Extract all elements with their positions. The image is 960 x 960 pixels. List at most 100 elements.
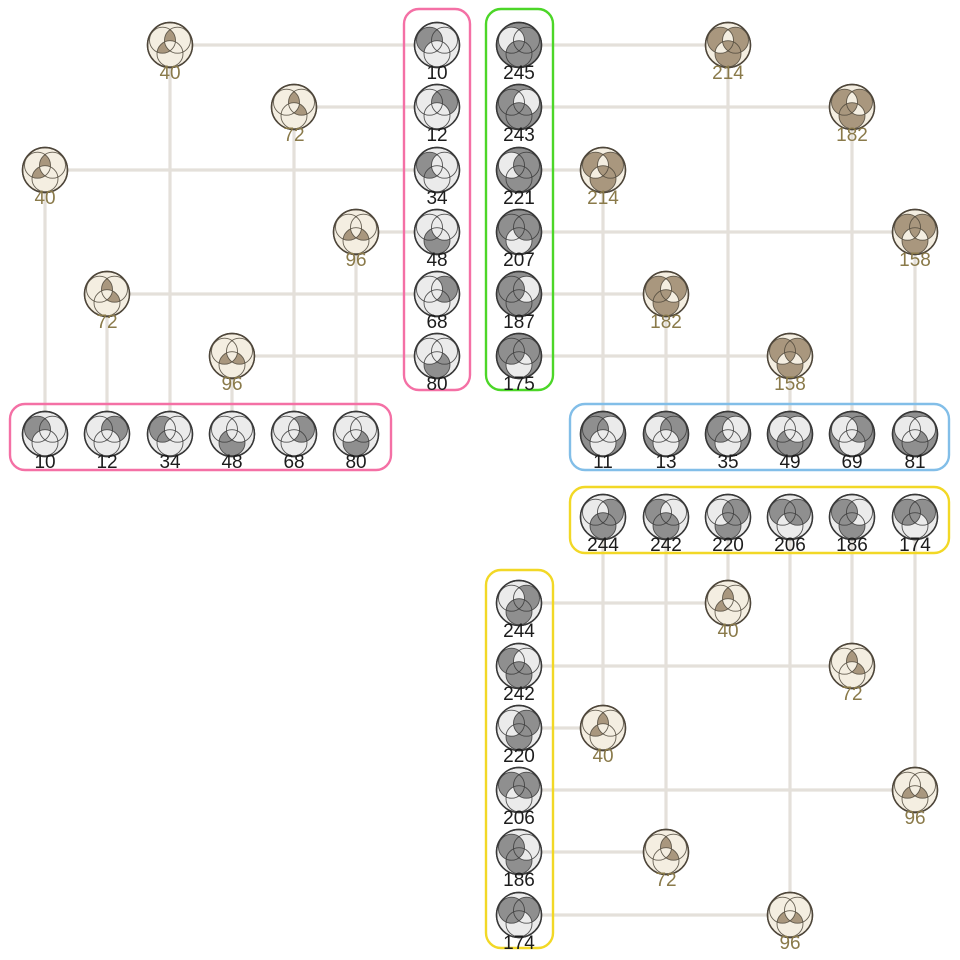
venn-region-ac [424, 40, 443, 54]
venn-region-ac [506, 723, 525, 737]
venn-region-bc [164, 40, 183, 54]
venn-node-48: 48 [413, 208, 461, 271]
venn-region-ac [157, 429, 176, 443]
venn-region-ac [777, 351, 796, 365]
venn-node-81: 81 [891, 410, 939, 473]
node-label: 242 [503, 684, 535, 705]
venn-node-174: 174 [495, 891, 543, 954]
venn-region-bc [513, 723, 532, 737]
node-label: 72 [841, 684, 862, 705]
node-label: 40 [159, 63, 180, 84]
venn-region-bc [513, 785, 532, 799]
pink-vertical-box [402, 7, 472, 392]
venn-region-ac [32, 429, 51, 443]
venn-region-ac [777, 429, 796, 443]
venn-node-187: 187 [495, 270, 543, 333]
venn-node-72: 72 [642, 828, 690, 891]
venn-region-bc [846, 102, 865, 116]
venn-region-ac [424, 351, 443, 365]
node-label: 221 [503, 188, 535, 209]
venn-region-bc [431, 351, 450, 365]
venn-region-ac [839, 429, 858, 443]
venn-node-12: 12 [413, 83, 461, 146]
node-label: 206 [503, 808, 535, 829]
venn-region-ac [653, 429, 672, 443]
venn-region-bc [784, 512, 803, 526]
venn-node-186: 186 [495, 828, 543, 891]
venn-region-bc [431, 102, 450, 116]
node-label: 214 [587, 188, 619, 209]
venn-region-bc [660, 429, 679, 443]
venn-region-ac [839, 102, 858, 116]
venn-node-244: 244 [495, 579, 543, 642]
venn-region-bc [784, 351, 803, 365]
venn-node-214: 214 [579, 146, 627, 209]
node-label: 68 [426, 312, 447, 333]
venn-region-ac [653, 289, 672, 303]
venn-node-69: 69 [828, 410, 876, 473]
venn-region-ac [506, 102, 525, 116]
venn-region-bc [909, 429, 928, 443]
node-label: 72 [96, 312, 117, 333]
node-label: 206 [774, 535, 806, 556]
venn-node-40: 40 [21, 146, 69, 209]
venn-region-ac [281, 429, 300, 443]
venn-node-72: 72 [828, 642, 876, 705]
venn-region-bc [431, 227, 450, 241]
node-label: 96 [779, 933, 800, 954]
venn-region-ac [219, 351, 238, 365]
node-label: 34 [159, 452, 181, 473]
node-label: 96 [345, 250, 366, 271]
venn-node-34: 34 [146, 410, 194, 473]
venn-region-bc [164, 429, 183, 443]
venn-node-13: 13 [642, 410, 690, 473]
venn-node-12: 12 [83, 410, 131, 473]
node-layer: 40 72 40 96 72 96 10 12 34 48 68 80 245 243 221 207 187 1… [21, 21, 939, 954]
venn-node-242: 242 [495, 642, 543, 705]
yellow-vertical-box [484, 568, 555, 950]
node-label: 72 [655, 870, 676, 891]
venn-region-bc [722, 512, 741, 526]
venn-region-bc [660, 289, 679, 303]
venn-node-182: 182 [642, 270, 690, 333]
venn-node-245: 245 [495, 21, 543, 84]
venn-region-ac [839, 661, 858, 675]
box-layer [8, 7, 951, 950]
venn-node-174: 174 [891, 493, 939, 556]
venn-node-96: 96 [766, 891, 814, 954]
node-label: 69 [841, 452, 862, 473]
venn-region-ac [506, 351, 525, 365]
venn-node-34: 34 [413, 146, 461, 209]
venn-region-bc [288, 102, 307, 116]
venn-node-243: 243 [495, 83, 543, 146]
venn-region-ac [506, 910, 525, 924]
venn-region-ac [506, 289, 525, 303]
venn-region-bc [513, 910, 532, 924]
venn-region-ac [715, 512, 734, 526]
venn-node-72: 72 [270, 83, 318, 146]
node-label: 245 [503, 63, 535, 84]
venn-node-96: 96 [332, 208, 380, 271]
venn-region-bc [846, 512, 865, 526]
venn-region-ac [715, 429, 734, 443]
venn-node-10: 10 [413, 21, 461, 84]
venn-node-96: 96 [208, 332, 256, 395]
venn-node-158: 158 [891, 208, 939, 271]
venn-region-bc [513, 165, 532, 179]
venn-region-bc [597, 429, 616, 443]
venn-region-bc [39, 429, 58, 443]
venn-node-220: 220 [495, 704, 543, 767]
venn-region-ac [343, 227, 362, 241]
venn-region-ac [902, 429, 921, 443]
venn-node-221: 221 [495, 146, 543, 209]
venn-node-11: 11 [579, 410, 627, 473]
venn-node-96: 96 [891, 766, 939, 829]
node-label: 182 [650, 312, 682, 333]
venn-node-244: 244 [579, 493, 627, 556]
venn-region-ac [506, 165, 525, 179]
node-label: 186 [836, 535, 868, 556]
venn-region-bc [350, 227, 369, 241]
venn-region-ac [506, 598, 525, 612]
